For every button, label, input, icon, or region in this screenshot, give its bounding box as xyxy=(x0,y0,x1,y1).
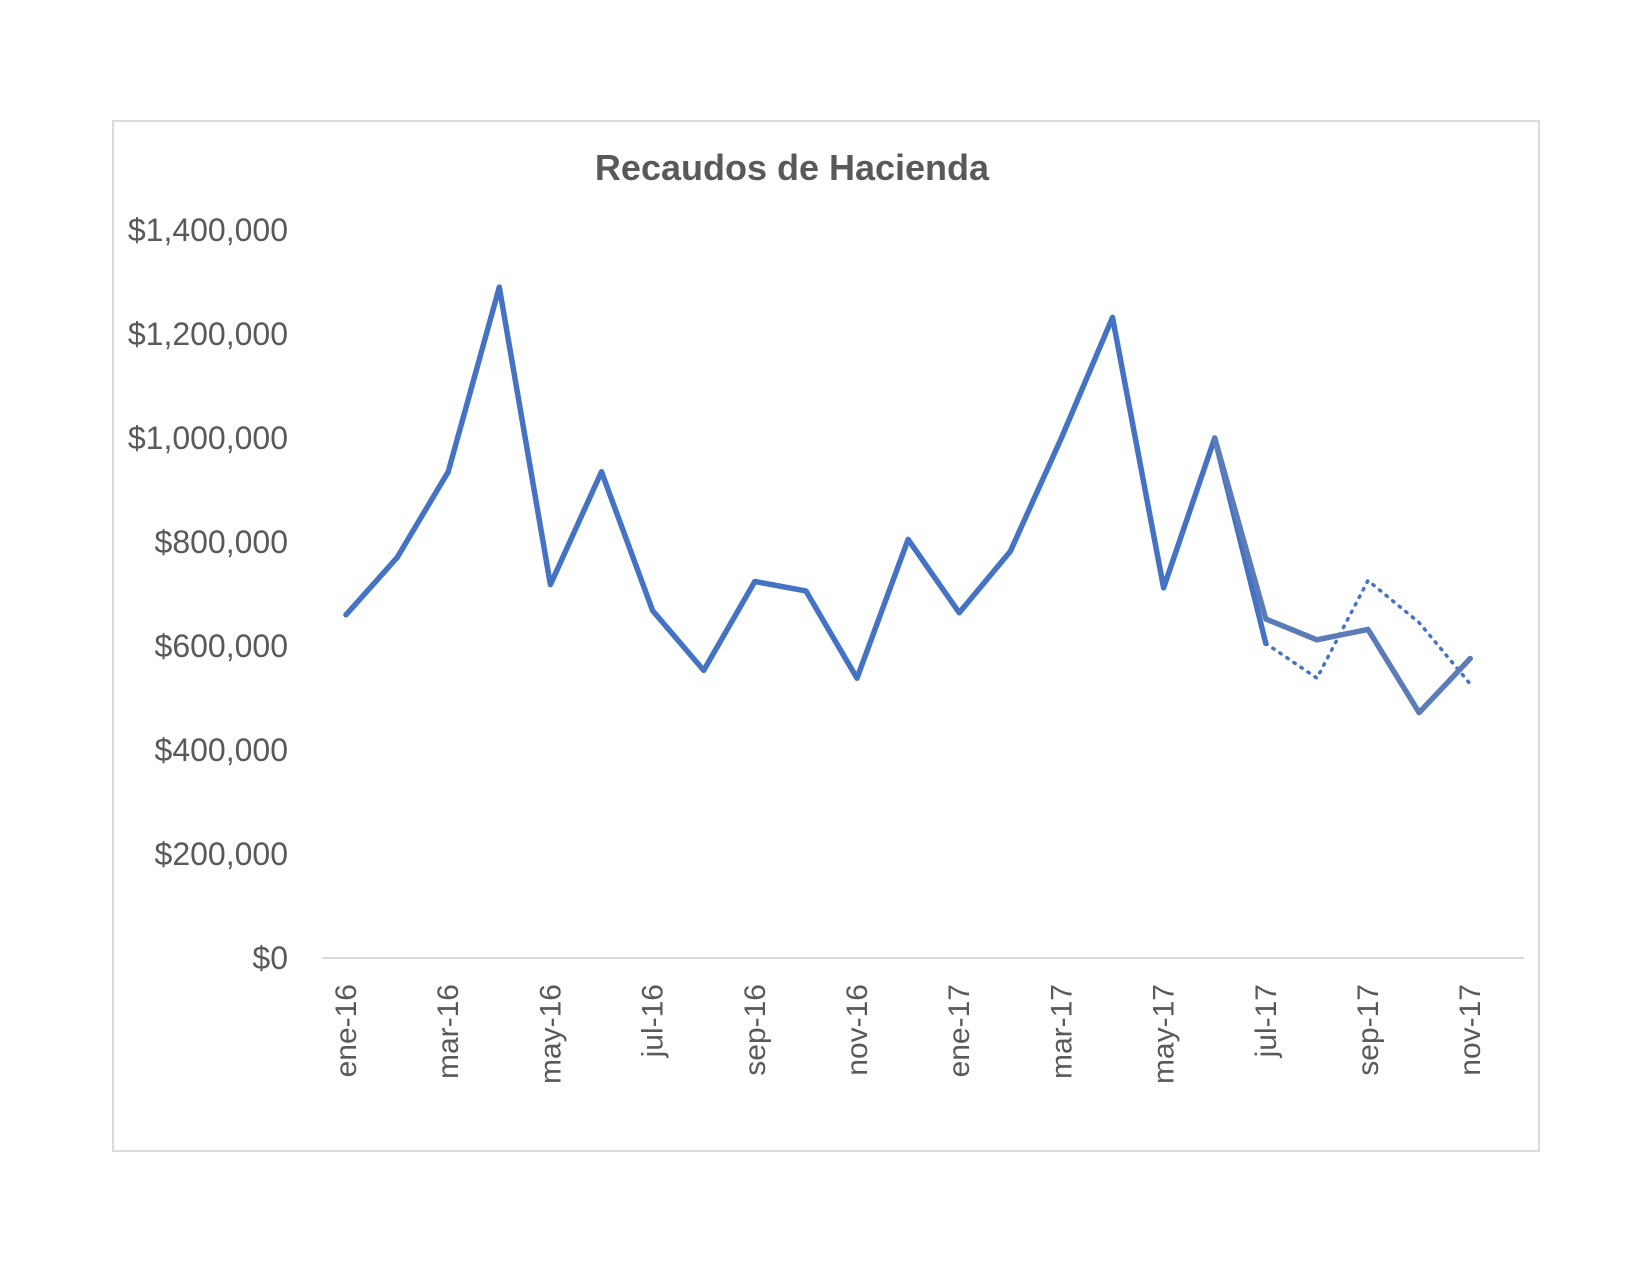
series-line-3 xyxy=(1211,435,1473,716)
y-tick-label: $0 xyxy=(252,940,288,976)
y-tick-label: $1,400,000 xyxy=(128,212,288,248)
x-tick-label: mar-16 xyxy=(432,984,465,1079)
series-line-2 xyxy=(1264,578,1472,686)
x-tick-label: nov-17 xyxy=(1454,984,1487,1076)
y-tick-label: $800,000 xyxy=(155,524,288,560)
chart-frame: Recaudos de Hacienda $0 $200,000 $400,000 $… xyxy=(112,120,1540,1152)
y-tick-label: $400,000 xyxy=(155,732,288,768)
x-tick-label: jul-17 xyxy=(1250,984,1283,1058)
x-tick-label: mar-17 xyxy=(1045,984,1078,1079)
x-axis-tick-labels: ene-16 mar-16 may-16 jul-16 sep-16 nov-16 ene-… xyxy=(330,984,1487,1084)
series-layer xyxy=(343,284,1473,716)
x-tick-label: jul-16 xyxy=(637,984,670,1058)
x-tick-label: nov-16 xyxy=(841,984,874,1076)
y-tick-label: $1,200,000 xyxy=(128,316,288,352)
x-tick-label: ene-16 xyxy=(330,984,363,1077)
series-line-1 xyxy=(343,284,1269,681)
x-tick-label: may-16 xyxy=(534,984,567,1084)
y-tick-label: $600,000 xyxy=(155,628,288,664)
x-tick-label: sep-17 xyxy=(1352,984,1385,1076)
y-tick-label: $1,000,000 xyxy=(128,420,288,456)
chart-title: Recaudos de Hacienda xyxy=(595,147,990,188)
x-tick-label: may-17 xyxy=(1148,984,1181,1084)
y-axis-tick-labels: $0 $200,000 $400,000 $600,000 $800,000 $1,000… xyxy=(128,212,288,976)
line-chart: Recaudos de Hacienda $0$200,000$400,000$… xyxy=(128,147,1524,1084)
y-tick-label: $200,000 xyxy=(155,836,288,872)
x-tick-label: sep-16 xyxy=(739,984,772,1076)
x-tick-label: ene-17 xyxy=(943,984,976,1077)
